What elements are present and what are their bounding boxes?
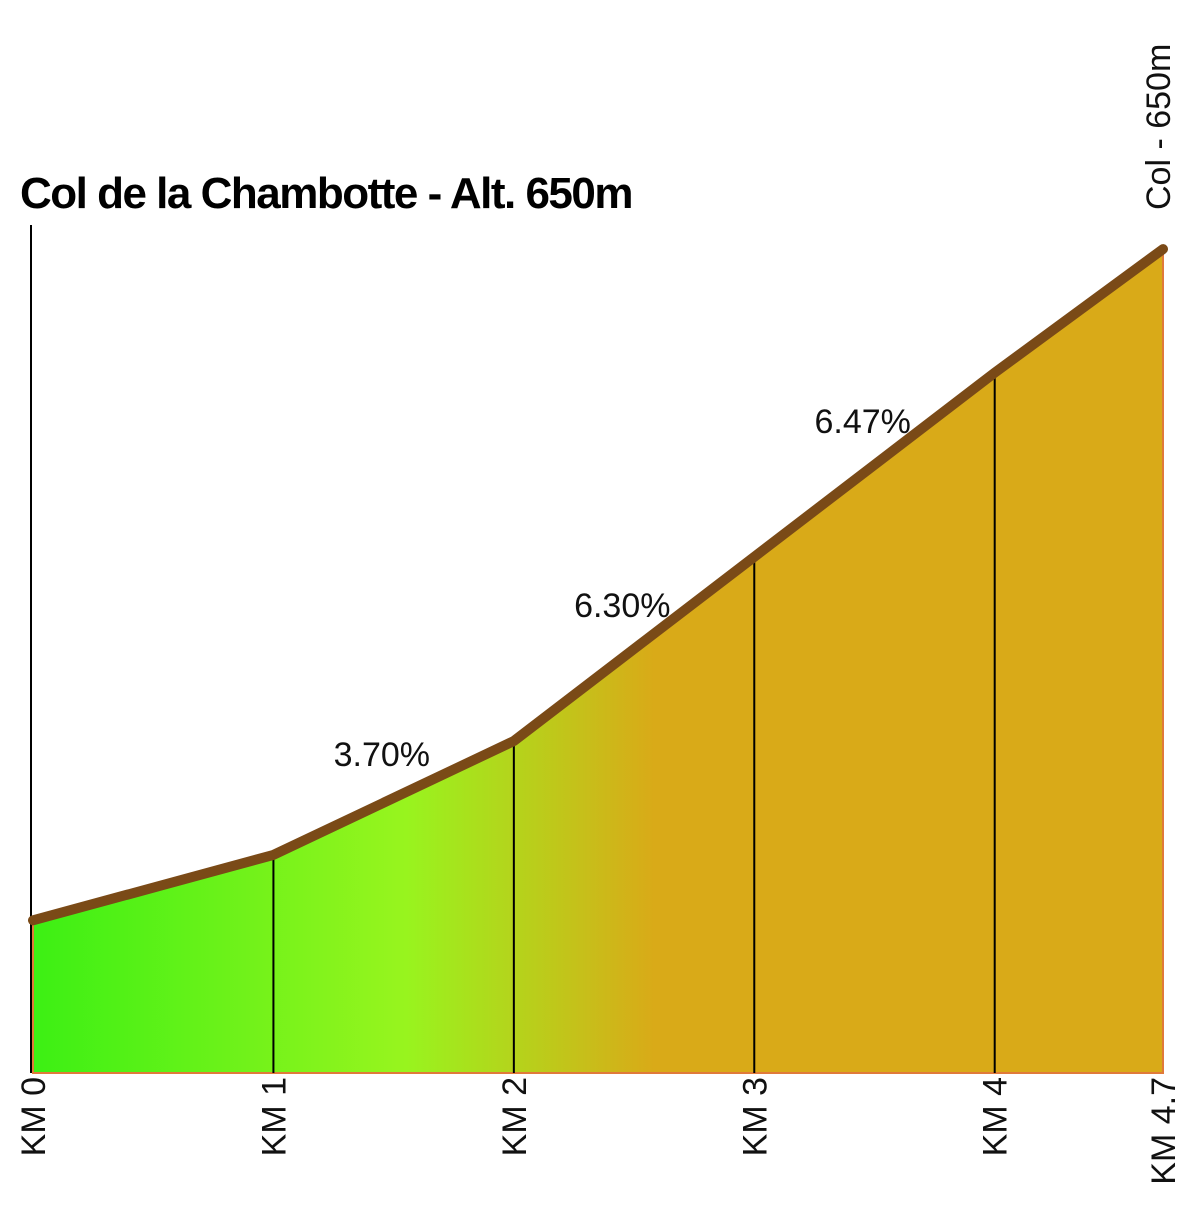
- profile-line-stroke: [28, 244, 1168, 926]
- chart-title: Col de la Chambotte - Alt. 650m: [20, 169, 632, 218]
- grade-label: 3.70%: [334, 736, 430, 774]
- summit-label: Col - 650m: [1140, 44, 1178, 210]
- profile-line: [28, 244, 1168, 926]
- x-axis-tick-labels: KM 0 KM 1 KM 2 KM 3 KM 4 KM 4.7: [15, 1077, 1183, 1185]
- x-tick-label: KM 1: [255, 1077, 293, 1156]
- grade-labels: 3.70% 6.30% 6.47%: [334, 403, 911, 774]
- km-marker-lines: [272, 372, 996, 1073]
- x-tick-label: KM 2: [496, 1077, 534, 1156]
- grade-label: 6.47%: [814, 403, 910, 441]
- grade-label: 6.30%: [574, 587, 670, 625]
- x-tick-label: KM 0: [15, 1077, 53, 1156]
- x-tick-label: KM 3: [736, 1077, 774, 1156]
- x-tick-label: KM 4.7: [1145, 1077, 1183, 1185]
- x-tick-label: KM 4: [977, 1077, 1015, 1156]
